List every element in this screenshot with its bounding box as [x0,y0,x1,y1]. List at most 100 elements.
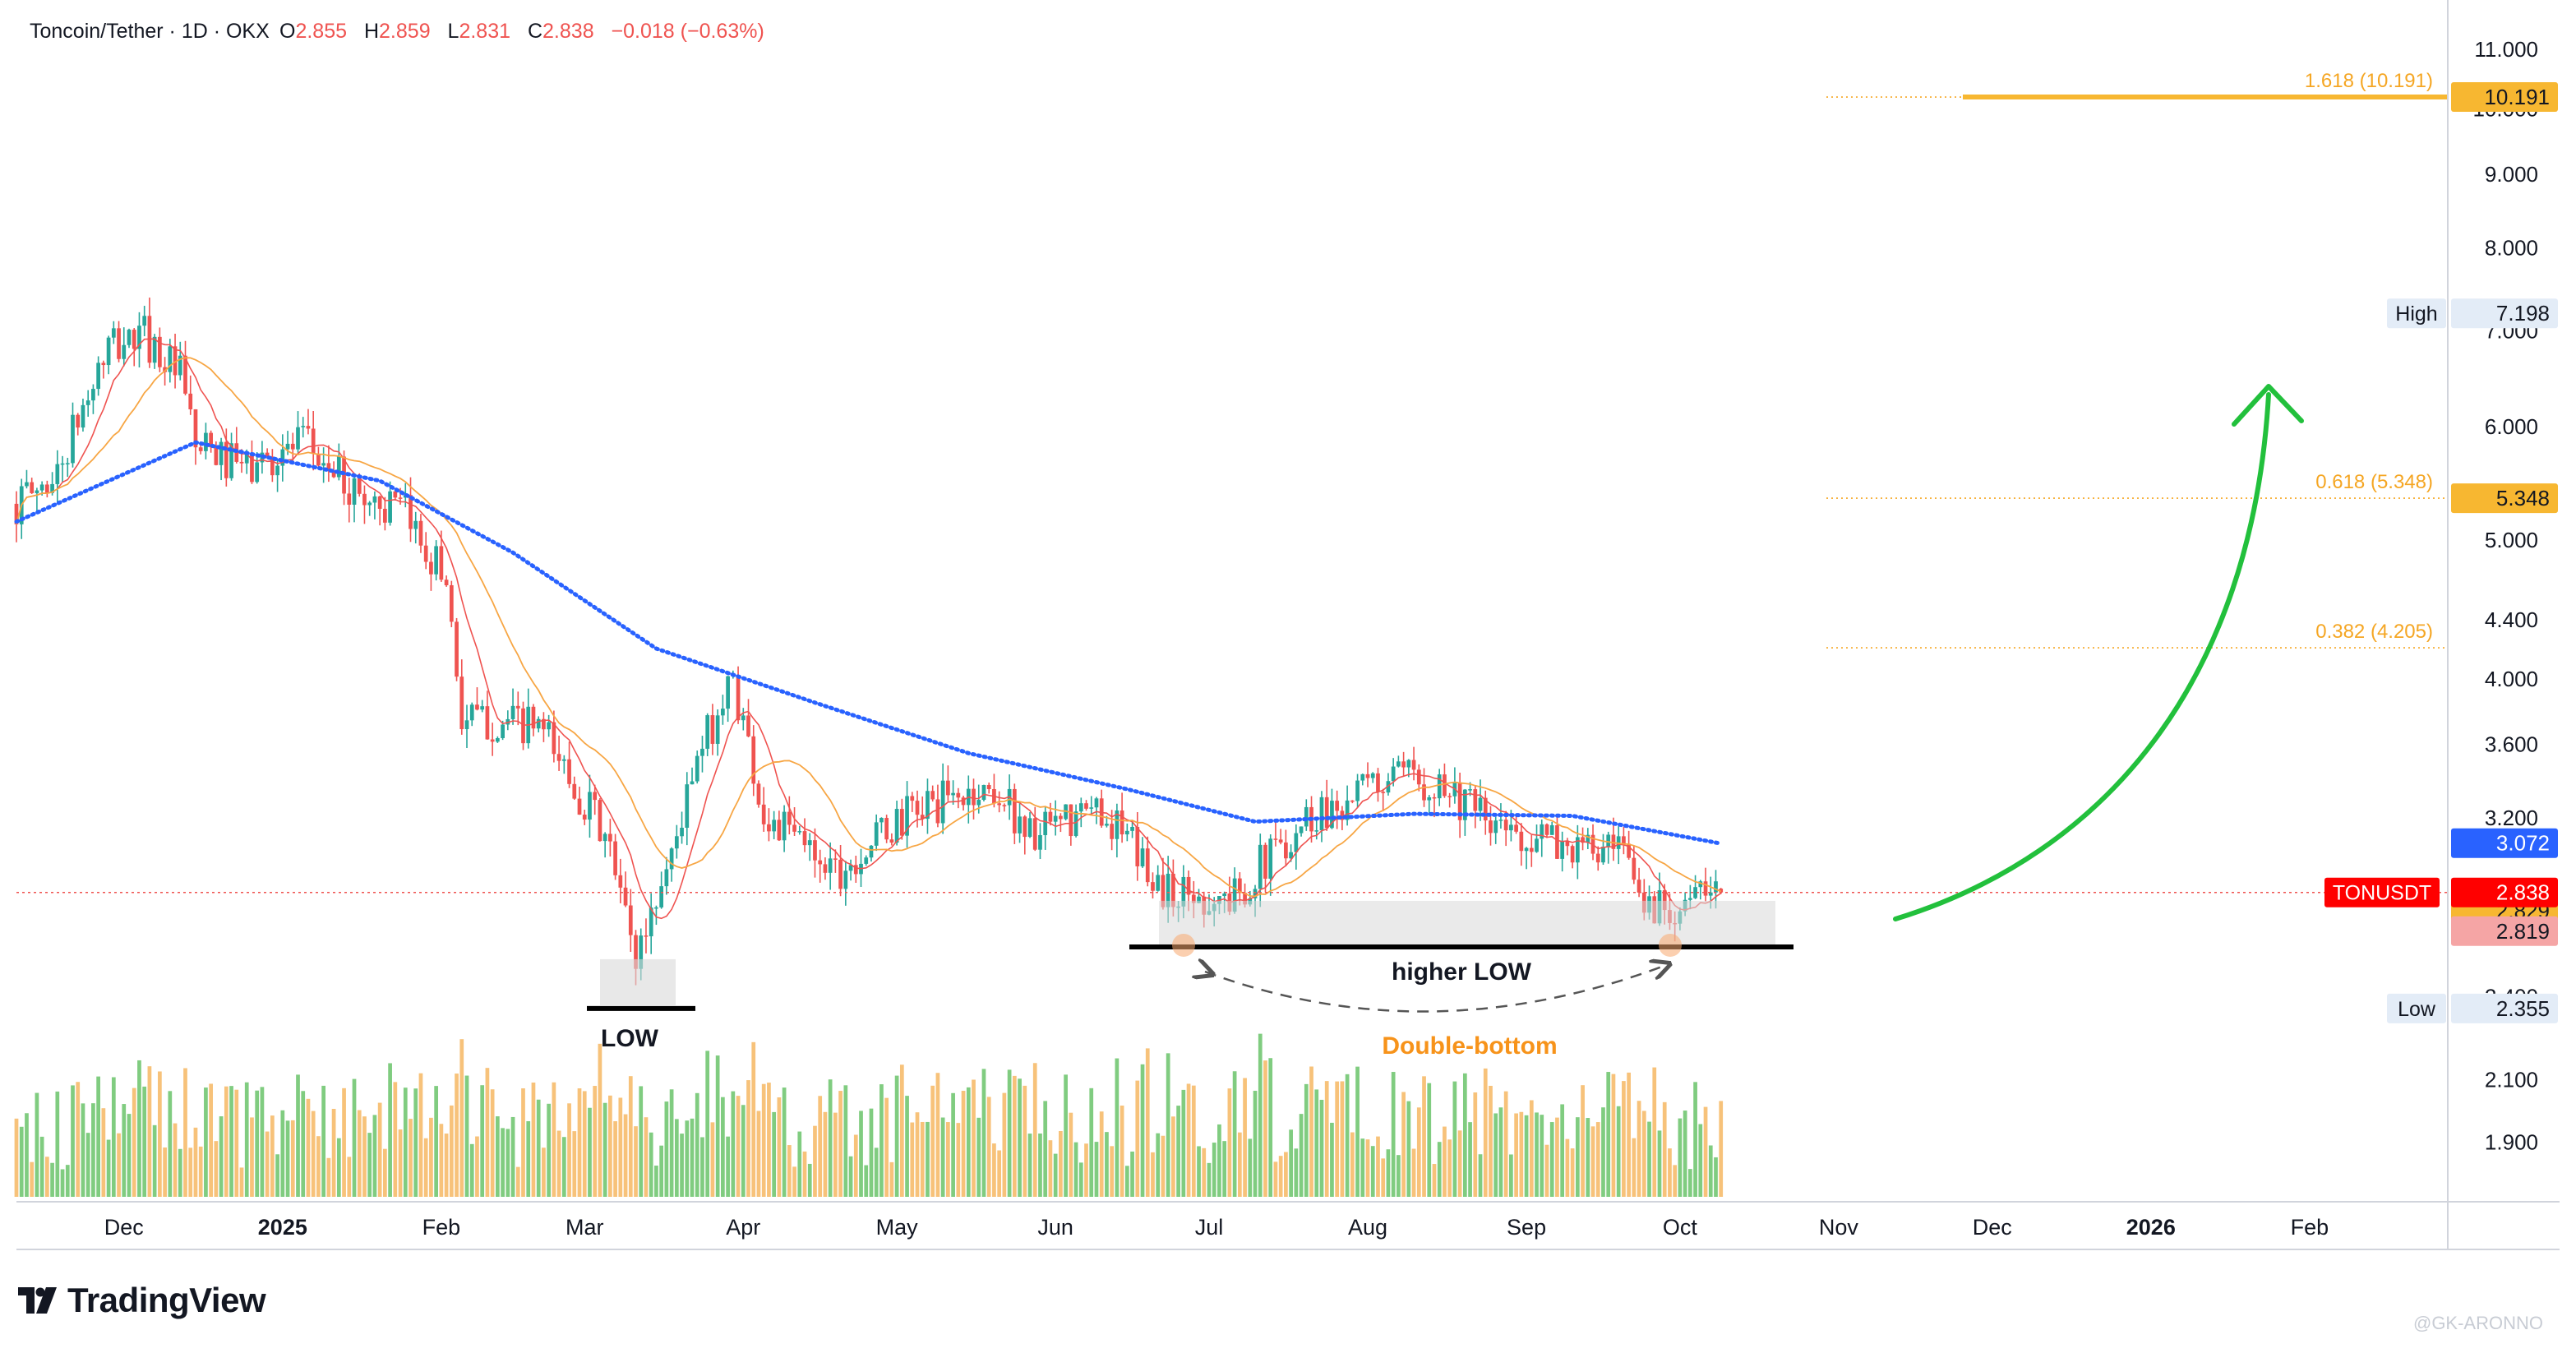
candle-body [316,454,321,466]
volume-bar [1473,1092,1478,1197]
y-tick-label: 4.400 [2485,607,2538,632]
candle-body [1197,896,1201,903]
candle-body [1314,830,1319,832]
candle-body [209,432,214,448]
candle-body [920,815,925,820]
candle-body [593,792,598,801]
volume-bar [710,1122,715,1197]
volume-bar [311,1111,316,1197]
candle-body [219,441,224,465]
candle-body [65,463,70,464]
volume-bar [372,1115,377,1197]
candle-body [1258,844,1263,889]
candle-body [485,706,490,740]
candle-body [1330,801,1334,829]
candle-body [588,792,592,820]
volume-bar [874,1148,879,1197]
volume-bar [1156,1133,1161,1197]
volume-bar [767,1083,771,1197]
x-tick-label: Sep [1507,1215,1546,1240]
x-tick-label: Aug [1348,1215,1387,1240]
candle-body [25,482,29,487]
volume-bar [290,1120,295,1197]
volume-bar [1416,1107,1421,1197]
volume-bar [1406,1101,1411,1197]
volume-bar [542,1148,546,1197]
volume-bar [930,1085,935,1197]
volume-bar [853,1134,858,1197]
candle-body [1243,893,1247,905]
volume-bar [152,1124,157,1197]
low-axis-label-bg [2387,993,2446,1023]
volume-bar [1647,1121,1651,1197]
price-tag-value: 5.348 [2496,486,2550,510]
volume-bar [209,1083,214,1197]
candle-body [1038,834,1042,850]
y-tick-label: 3.200 [2485,806,2538,830]
candle-body [444,580,449,585]
candle-body [45,484,49,493]
volume-bar [1078,1162,1083,1197]
volume-bar [1437,1142,1442,1197]
price-tag [2451,298,2558,329]
volume-bar [1099,1111,1104,1197]
volume-bar [1289,1129,1293,1197]
candle-body [807,840,812,846]
volume-bar [30,1161,35,1197]
volume-bar [347,1157,352,1197]
tradingview-logo[interactable]: TradingView [18,1276,266,1325]
candle-body [331,470,336,478]
volume-bar [1176,1106,1180,1197]
candle-body [1304,806,1309,827]
candle-body [372,496,377,503]
double-bottom-label: Double-bottom [1382,1032,1557,1060]
volume-bar [715,1055,720,1197]
candle-body [1524,847,1529,852]
volume-bar [398,1129,403,1197]
symbol-tag-label: TONUSDT [2333,882,2431,905]
volume-bar [894,1075,899,1197]
volume-bar [828,1079,833,1197]
volume-bar [1340,1081,1345,1197]
volume-bar [1627,1072,1631,1197]
volume-bar [490,1089,495,1197]
candle-body [388,491,392,523]
volume-bar [1509,1154,1513,1197]
volume-bar [1590,1126,1595,1197]
volume-bar [168,1091,173,1197]
volume-bar [618,1097,623,1197]
volume-bar [899,1064,904,1197]
volume-bar [1299,1114,1304,1197]
x-tick-label: Feb [2291,1215,2329,1240]
volume-bar [639,1086,644,1197]
candle-body [818,860,823,865]
x-tick-label: Jul [1195,1215,1224,1240]
volume-bar [536,1099,541,1197]
candle-body [1284,842,1288,859]
candle-body [1268,838,1273,879]
volume-bar [613,1121,617,1197]
candle-body [1119,810,1124,835]
volume-bar [966,1087,971,1197]
candle-body [685,784,690,829]
candle-body [423,545,428,562]
volume-bar [260,1087,265,1197]
x-tick-label: Nov [1819,1215,1859,1240]
candle-body [899,809,904,836]
candle-body [848,865,853,871]
volume-bar [280,1110,285,1197]
candle-body [250,453,254,483]
volume-bar [1662,1101,1667,1197]
y-tick-label: 8.000 [2485,235,2538,260]
y-tick-label: 1.900 [2485,1129,2538,1154]
volume-bar [1529,1100,1534,1197]
volume-bar [1514,1113,1518,1197]
candle-body [721,709,725,716]
volume-bar [393,1082,398,1197]
candle-body [1406,760,1411,768]
candle-body [244,453,249,464]
volume-bar [429,1117,433,1197]
volume-bar [1105,1132,1109,1197]
volume-bar [1432,1164,1437,1197]
volume-bar [127,1114,132,1197]
